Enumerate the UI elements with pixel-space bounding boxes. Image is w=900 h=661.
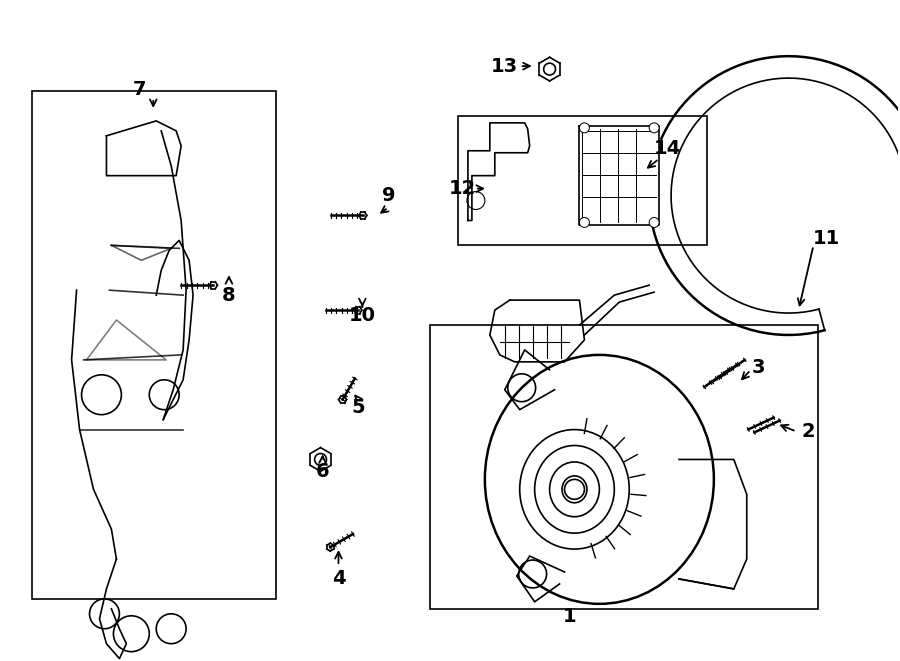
Text: 14: 14 bbox=[653, 139, 680, 158]
Circle shape bbox=[580, 123, 590, 133]
Bar bbox=[458, 116, 706, 245]
Text: 11: 11 bbox=[813, 229, 840, 248]
Text: 6: 6 bbox=[316, 462, 329, 481]
Polygon shape bbox=[468, 123, 530, 221]
Bar bbox=[32, 91, 275, 599]
Text: 8: 8 bbox=[222, 286, 236, 305]
Text: 7: 7 bbox=[132, 79, 146, 98]
Circle shape bbox=[580, 217, 590, 227]
Text: 4: 4 bbox=[332, 570, 346, 588]
Bar bbox=[430, 325, 818, 609]
Circle shape bbox=[649, 123, 659, 133]
Text: 3: 3 bbox=[752, 358, 765, 377]
Text: 5: 5 bbox=[352, 398, 365, 417]
Text: 1: 1 bbox=[562, 607, 576, 626]
Text: 12: 12 bbox=[448, 179, 475, 198]
Circle shape bbox=[649, 217, 659, 227]
Text: 9: 9 bbox=[382, 186, 395, 205]
Text: 10: 10 bbox=[349, 305, 376, 325]
Text: 2: 2 bbox=[802, 422, 815, 441]
Text: 13: 13 bbox=[491, 57, 518, 75]
Polygon shape bbox=[580, 126, 659, 225]
